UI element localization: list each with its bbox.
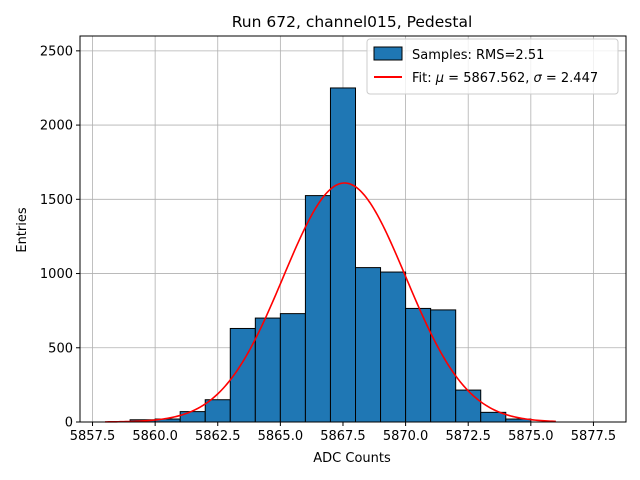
legend-samples-label: Samples: RMS=2.51 xyxy=(412,48,544,63)
y-tick-label-5: 2500 xyxy=(40,44,73,59)
histogram-bar-9 xyxy=(355,267,382,423)
x-tick-label-7: 5875.0 xyxy=(508,429,554,444)
legend-fit-sigma-symbol: σ xyxy=(534,71,543,86)
y-tick-label-0: 0 xyxy=(65,416,73,431)
histogram-bar-10 xyxy=(380,271,407,423)
fit-curve xyxy=(105,182,556,423)
x-tick-label-6: 5872.5 xyxy=(445,429,491,444)
histogram-bar-6 xyxy=(279,313,306,423)
legend-fit-mu-symbol: μ xyxy=(435,71,444,86)
y-tick-label-3: 1500 xyxy=(40,193,73,208)
legend-fit-sigma-value: = 2.447 xyxy=(542,71,598,86)
legend-samples-swatch xyxy=(373,46,403,61)
histogram-bar-8 xyxy=(329,87,357,423)
histogram-bar-7 xyxy=(304,195,331,423)
histogram-bars xyxy=(129,87,532,423)
y-axis-ticks: 0 500 1000 1500 2000 2500 xyxy=(40,44,80,431)
x-tick-label-2: 5862.5 xyxy=(195,429,241,444)
x-axis-title: ADC Counts xyxy=(313,451,391,466)
y-tick-label-1: 500 xyxy=(48,341,73,356)
legend: Samples: RMS=2.51 Fit: μ = 5867.562, σ =… xyxy=(366,38,619,95)
histogram-bar-12 xyxy=(430,309,457,423)
histogram-bar-5 xyxy=(254,317,281,423)
y-tick-label-4: 2000 xyxy=(40,119,73,134)
plot-frame xyxy=(79,35,627,423)
legend-fit-label: Fit: μ = 5867.562, σ = 2.447 xyxy=(412,71,598,86)
x-tick-label-3: 5865.0 xyxy=(258,429,304,444)
legend-fit-mu-value: = 5867.562, xyxy=(444,71,533,86)
x-tick-label-4: 5867.5 xyxy=(320,429,366,444)
histogram-bar-2 xyxy=(179,411,206,423)
x-tick-label-8: 5877.5 xyxy=(571,429,617,444)
histogram-bar-13 xyxy=(455,389,482,423)
histogram-bar-3 xyxy=(204,399,231,423)
x-tick-label-5: 5870.0 xyxy=(383,429,429,444)
x-tick-label-1: 5860.0 xyxy=(132,429,178,444)
x-tick-label-0: 5857.5 xyxy=(70,429,116,444)
legend-box xyxy=(366,38,619,95)
x-axis-ticks: 5857.5 5860.0 5862.5 5865.0 5867.5 5870.0 5872… xyxy=(70,422,616,444)
fit-curve-layer xyxy=(105,182,556,423)
legend-fit-prefix: Fit: xyxy=(412,71,436,86)
y-tick-label-2: 1000 xyxy=(40,267,73,282)
chart-title: Run 672, channel015, Pedestal xyxy=(232,13,473,31)
y-axis-title: Entries xyxy=(15,207,30,253)
